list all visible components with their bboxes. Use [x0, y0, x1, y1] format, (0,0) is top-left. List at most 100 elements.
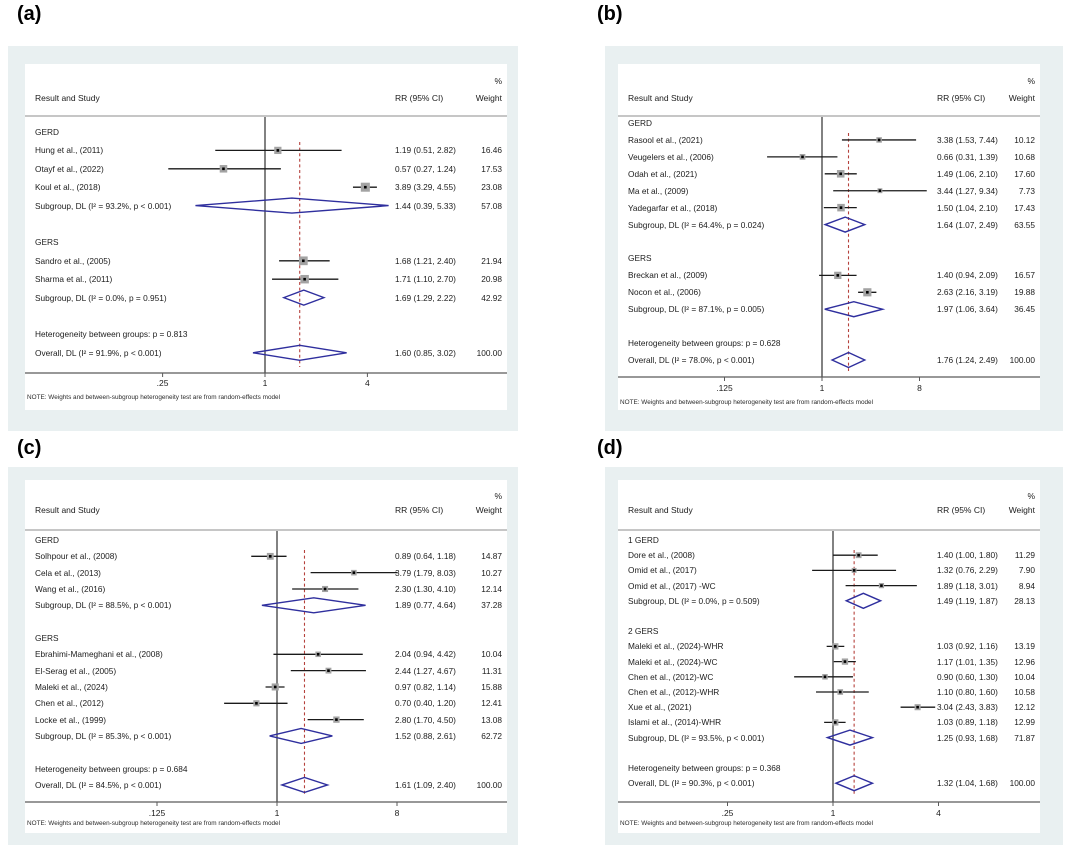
subgroup-diamond	[261, 597, 366, 614]
rr-ci-value: 1.19 (0.51, 2.82)	[395, 145, 456, 156]
effect-marker-dot	[857, 553, 860, 557]
weight-value: 28.13	[1014, 595, 1035, 606]
study-row-label: Sharma et al., (2011)	[35, 274, 113, 285]
study-row-label: Chen et al., (2012)-WHR	[628, 686, 720, 697]
rr-ci-value: 1.03 (0.89, 1.18)	[937, 717, 998, 728]
weight-value: 10.58	[1014, 686, 1035, 697]
overall-row-label: Overall, DL (I² = 84.5%, p < 0.001)	[35, 779, 162, 790]
weight-value: 20.98	[481, 274, 502, 285]
note-text: NOTE: Weights and between-subgroup heter…	[620, 819, 874, 827]
weight-value: 11.31	[481, 665, 502, 676]
study-row-label: Xue et al., (2021)	[628, 702, 692, 713]
effect-marker-dot	[352, 571, 356, 574]
study-row-label: Maleki et al., (2024)-WC	[628, 656, 718, 667]
rr-ci-value: 0.89 (0.64, 1.18)	[395, 551, 456, 562]
rr-ci-value: 0.57 (0.27, 1.24)	[395, 163, 456, 174]
x-tick-label: .25	[156, 377, 169, 388]
weight-value: 12.96	[1014, 656, 1035, 667]
plot-area: % Result and Study RR (95% CI) Weight .125 1 8…	[25, 480, 507, 833]
rr-ci-header: RR (95% CI)	[937, 92, 986, 103]
rr-ci-value: 2.80 (1.70, 4.50)	[395, 714, 456, 725]
x-tick-label: 1	[830, 807, 836, 818]
group-row-label: 1 GERD	[628, 534, 659, 545]
rr-ci-value: 1.60 (0.85, 3.02)	[395, 347, 456, 358]
study-row-label: Hung et al., (2011)	[35, 145, 104, 156]
rr-ci-header: RR (95% CI)	[395, 504, 444, 515]
weight-value: 17.53	[481, 163, 502, 174]
study-row-label: Yadegarfar et al., (2018)	[628, 202, 718, 213]
rr-ci-value: 1.71 (1.10, 2.70)	[395, 274, 456, 285]
study-row-label: Rasool et al., (2021)	[628, 134, 703, 145]
text-row-label: Heterogeneity between groups: p = 0.813	[35, 329, 188, 340]
effect-marker-dot	[255, 702, 258, 705]
weight-value: 57.08	[481, 200, 502, 211]
overall-diamond	[252, 344, 347, 362]
study-row-label: Dore et al., (2008)	[628, 550, 695, 561]
overall-diamond	[279, 776, 330, 794]
weight-value: 10.04	[481, 649, 502, 660]
rr-ci-header: RR (95% CI)	[395, 92, 444, 103]
subgroup-diamond	[281, 289, 326, 306]
effect-marker-dot	[335, 718, 338, 721]
forest-canvas	[25, 115, 507, 377]
weight-value: 12.12	[1014, 702, 1035, 713]
x-tick-label: .125	[148, 807, 166, 818]
forest-canvas	[25, 529, 507, 806]
study-row-label: Omid et al., (2017)	[628, 565, 697, 576]
weight-value: 100.00	[1009, 354, 1035, 365]
panel-d: % Result and Study RR (95% CI) Weight .25 1 4 1…	[605, 467, 1063, 845]
weight-value: 10.27	[481, 567, 502, 578]
note-text: NOTE: Weights and between-subgroup heter…	[620, 398, 874, 406]
x-tick-label: 4	[936, 807, 941, 818]
panel-c: % Result and Study RR (95% CI) Weight .125 1 8…	[8, 467, 518, 845]
weight-value: 12.99	[1014, 717, 1035, 728]
rr-ci-value: 1.61 (1.09, 2.40)	[395, 779, 456, 790]
group-row-label: GERD	[35, 126, 59, 137]
weight-value: 13.19	[1014, 641, 1035, 652]
rr-ci-value: 1.68 (1.21, 2.40)	[395, 255, 456, 266]
rr-ci-value: 0.66 (0.31, 1.39)	[937, 151, 998, 162]
group-row-label: GERD	[628, 117, 652, 128]
rr-ci-value: 1.32 (1.04, 1.68)	[937, 778, 998, 789]
subgroup-diamond	[844, 592, 883, 610]
effect-marker-dot	[302, 259, 305, 263]
effect-marker-dot	[364, 185, 367, 189]
effect-marker-dot	[833, 721, 837, 724]
effect-marker-dot	[833, 645, 837, 648]
forest-canvas	[618, 115, 1040, 381]
result-and-study-header: Result and Study	[628, 92, 693, 103]
rr-ci-value: 1.69 (1.29, 2.22)	[395, 292, 456, 303]
rr-ci-header: RR (95% CI)	[937, 504, 986, 515]
panel-label: (d)	[597, 437, 623, 459]
percent-header: %	[494, 75, 502, 86]
study-row-label: Odah et al., (2021)	[628, 168, 698, 179]
percent-header: %	[1027, 75, 1035, 86]
effect-marker-dot	[839, 172, 842, 176]
rr-ci-value: 0.90 (0.60, 1.30)	[937, 671, 998, 682]
study-row-label: Locke et al., (1999)	[35, 714, 107, 725]
weight-value: 21.94	[481, 255, 502, 266]
weight-header: Weight	[1008, 92, 1035, 103]
text-row-label: Heterogeneity between groups: p = 0.684	[35, 763, 188, 774]
study-row-label: Otayf et al., (2022)	[35, 163, 104, 174]
rr-ci-value: 1.52 (0.88, 2.61)	[395, 730, 456, 741]
text-row-label: Heterogeneity between groups: p = 0.628	[628, 337, 781, 348]
subgroup-diamond	[824, 301, 886, 318]
study-row-label: Chen et al., (2012)	[35, 698, 104, 709]
effect-marker-dot	[916, 705, 919, 709]
effect-marker-dot	[880, 584, 883, 587]
group-row-label: GERD	[35, 534, 59, 545]
x-tick-label: .25	[721, 807, 734, 818]
rr-ci-value: 2.44 (1.27, 4.67)	[395, 665, 456, 676]
study-row-label: Koul et al., (2018)	[35, 182, 101, 193]
effect-marker-dot	[838, 690, 842, 694]
study-row-label: Breckan et al., (2009)	[628, 270, 708, 281]
rr-ci-value: 1.40 (0.94, 2.09)	[937, 270, 998, 281]
rr-ci-value: 2.30 (1.30, 4.10)	[395, 583, 456, 594]
panel-a: % Result and Study RR (95% CI) Weight .25 1 4 G…	[8, 46, 518, 431]
rr-ci-value: 1.40 (1.00, 1.80)	[937, 550, 998, 561]
weight-header: Weight	[475, 92, 502, 103]
overall-diamond	[834, 774, 875, 792]
study-row-label: Islami et al., (2014)-WHR	[628, 717, 722, 728]
subgroup-row-label: Subgroup, DL (I² = 93.5%, p < 0.001)	[628, 732, 765, 743]
